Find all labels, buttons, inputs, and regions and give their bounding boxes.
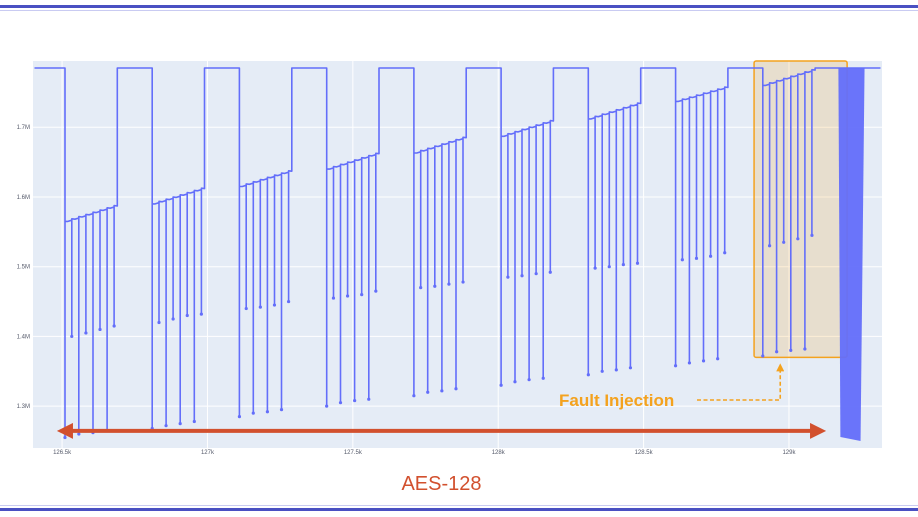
- frame-top-rule: [0, 5, 918, 8]
- trace-point: [461, 280, 465, 284]
- trace-point: [810, 233, 814, 237]
- trace-point: [265, 410, 270, 414]
- trace-point: [716, 357, 720, 361]
- trace-point: [286, 299, 291, 304]
- trace-point: [767, 244, 772, 248]
- trace-point: [244, 306, 248, 311]
- trace-point: [353, 398, 357, 403]
- trace-point: [63, 435, 67, 440]
- trace-point: [635, 261, 640, 265]
- trace-point: [84, 331, 88, 335]
- trace-point: [694, 256, 699, 260]
- trace-point: [701, 359, 706, 363]
- y-tick-label: 1.6M: [17, 195, 30, 201]
- trace-point: [360, 292, 364, 297]
- x-tick-label: 129k: [782, 450, 796, 456]
- trace-point: [520, 274, 524, 278]
- trace-point: [513, 380, 517, 384]
- trace-point: [112, 324, 116, 328]
- trace-point: [709, 254, 713, 258]
- trace-series: [34, 67, 881, 440]
- trace-point: [345, 294, 350, 298]
- trace-point: [419, 286, 423, 290]
- trace-point: [586, 373, 590, 377]
- trace-point: [70, 334, 74, 339]
- trace-point: [803, 347, 807, 351]
- trace-point: [454, 387, 458, 391]
- frame-top-rule-thin: [0, 10, 918, 11]
- trace-point: [185, 313, 189, 318]
- fault-injection-box: [753, 60, 848, 359]
- trace-point: [761, 354, 765, 358]
- trace-point: [614, 368, 618, 372]
- frame-bottom-rule: [0, 508, 918, 511]
- trace-point: [279, 408, 284, 412]
- y-tick-label: 1.3M: [17, 404, 30, 410]
- aes-128-caption: AES-128: [401, 473, 481, 495]
- fault-region: [753, 60, 848, 359]
- trace-point: [687, 361, 692, 365]
- trace-point: [628, 366, 633, 370]
- y-axis-tick-labels: 1.3M 1.4M 1.5M 1.6M 1.7M: [17, 125, 30, 410]
- trace-point: [272, 303, 277, 307]
- trace-point: [796, 237, 800, 241]
- annotations: Fault Injection AES-128: [56, 363, 827, 495]
- trace-point: [157, 320, 161, 325]
- trace-point: [367, 397, 371, 401]
- trace-point: [412, 394, 416, 398]
- x-tick-label: 128k: [492, 450, 506, 456]
- trace-point: [541, 376, 545, 380]
- x-tick-label: 127.5k: [344, 450, 363, 456]
- y-tick-label: 1.7M: [17, 125, 30, 131]
- trace-point: [199, 312, 203, 316]
- trace-point: [331, 296, 336, 300]
- trace-point: [600, 369, 604, 373]
- trace-point: [506, 275, 510, 279]
- trace-point: [548, 270, 552, 274]
- trace-point: [789, 348, 793, 352]
- trace-point: [775, 350, 779, 354]
- y-tick-label: 1.5M: [17, 265, 30, 271]
- trace-point: [258, 305, 262, 309]
- trace-point: [251, 411, 255, 415]
- tail-band: [838, 67, 865, 442]
- trace-point: [440, 389, 444, 393]
- trace-point: [237, 415, 242, 419]
- plot-area: [33, 61, 882, 448]
- trace-point: [426, 390, 430, 394]
- trace-point: [433, 284, 437, 288]
- trace-point: [673, 364, 678, 368]
- trace-point: [499, 383, 503, 387]
- trace-point: [782, 240, 786, 244]
- trace-tail-band: [838, 67, 865, 442]
- trace-point: [164, 424, 168, 428]
- grid-lines: [33, 61, 882, 448]
- x-tick-label: 128.5k: [635, 450, 654, 456]
- trace-point: [607, 265, 611, 269]
- trace-point: [593, 266, 597, 270]
- trace-point: [338, 401, 343, 405]
- trace-point: [534, 272, 538, 276]
- trace-line: [34, 67, 881, 439]
- trace-point: [171, 317, 175, 321]
- trace-point: [98, 327, 102, 332]
- fault-injection-pointer: [697, 363, 785, 401]
- y-tick-label: 1.4M: [17, 334, 30, 340]
- frame-bottom-rule-thin: [0, 505, 918, 506]
- fault-injection-label: Fault Injection: [559, 391, 674, 410]
- x-tick-label: 127k: [201, 450, 215, 456]
- trace-point: [192, 419, 196, 424]
- x-tick-label: 126.5k: [53, 450, 72, 456]
- trace-point: [527, 378, 531, 382]
- trace-point: [374, 289, 378, 293]
- trace-point: [723, 251, 727, 255]
- trace-point: [178, 421, 182, 426]
- trace-point: [325, 404, 329, 408]
- trace-point: [680, 258, 684, 262]
- trace-point: [447, 282, 451, 286]
- x-axis-tick-labels: 126.5k 127k 127.5k 128k 128.5k 129k: [53, 450, 796, 456]
- trace-point: [621, 263, 625, 267]
